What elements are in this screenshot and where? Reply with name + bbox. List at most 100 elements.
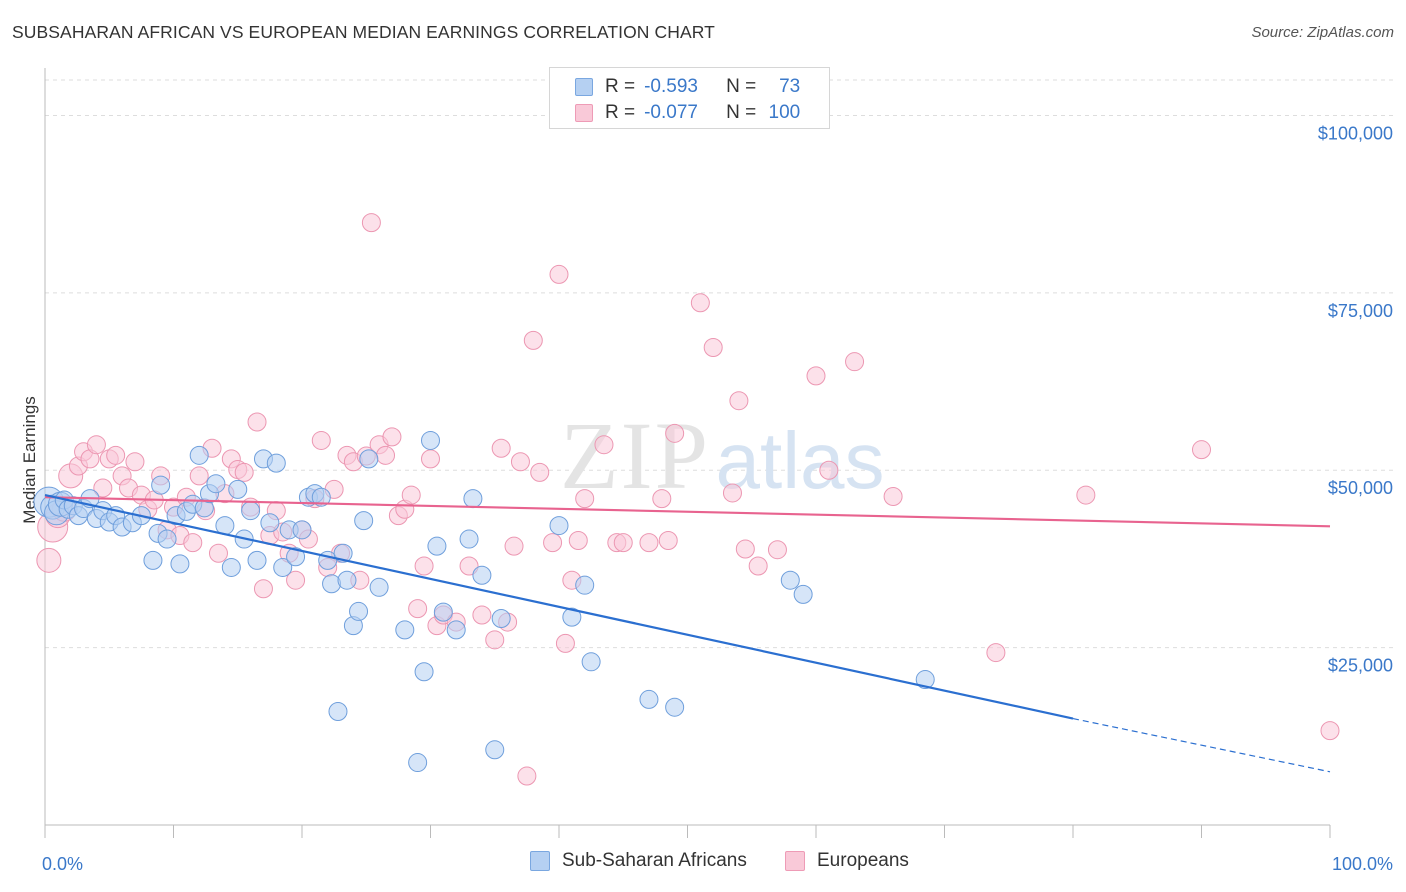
y-tick-label: $100,000: [1318, 123, 1393, 143]
data-point-sub-saharan: [549, 516, 569, 536]
data-point-europeans: [1320, 721, 1340, 741]
data-point-sub-saharan: [333, 543, 353, 563]
data-point-sub-saharan: [433, 602, 453, 622]
data-point-sub-saharan: [369, 577, 389, 597]
gridlines: [45, 79, 1393, 649]
data-point-europeans: [36, 547, 62, 573]
data-point-europeans: [639, 533, 659, 553]
data-point-europeans: [819, 460, 839, 480]
data-point-europeans: [722, 483, 742, 503]
data-point-sub-saharan: [286, 547, 306, 567]
data-point-europeans: [523, 330, 543, 350]
data-point-europeans: [986, 643, 1006, 663]
legend-n-value: 73: [779, 76, 801, 97]
data-point-europeans: [183, 533, 203, 553]
data-point-europeans: [652, 489, 672, 509]
y-tick-label: $25,000: [1328, 656, 1393, 676]
data-point-europeans: [125, 452, 145, 472]
data-point-sub-saharan: [485, 740, 505, 760]
source-label: Source: ZipAtlas.com: [1251, 24, 1394, 41]
data-point-sub-saharan: [463, 489, 483, 509]
legend-row-europeans: R = -0.077 N = 100: [550, 100, 800, 126]
data-point-sub-saharan: [247, 550, 267, 570]
data-point-europeans: [247, 412, 267, 432]
data-point-europeans: [690, 293, 710, 313]
data-point-europeans: [703, 337, 723, 357]
data-point-europeans: [748, 556, 768, 576]
legend-swatch-blue: [530, 851, 550, 871]
data-point-europeans: [382, 427, 402, 447]
legend-r-value: -0.593: [644, 76, 698, 97]
chart-title: SUBSAHARAN AFRICAN VS EUROPEAN MEDIAN EA…: [12, 22, 715, 42]
watermark: ZIP atlas: [560, 402, 884, 509]
data-point-sub-saharan: [780, 570, 800, 590]
data-point-sub-saharan: [322, 574, 342, 594]
data-point-europeans: [311, 430, 331, 450]
data-point-sub-saharan: [575, 575, 595, 595]
data-point-europeans: [530, 462, 550, 482]
legend-n-value: 100: [768, 102, 801, 123]
data-point-europeans: [485, 630, 505, 650]
data-point-europeans: [517, 766, 537, 786]
data-point-europeans: [286, 570, 306, 590]
data-point-europeans: [189, 466, 209, 486]
data-point-sub-saharan: [395, 620, 415, 640]
legend-swatch-pink: [785, 851, 805, 871]
correlation-legend: R = -0.593 N = 73 R = -0.077 N = 100: [549, 67, 830, 129]
data-point-europeans: [408, 599, 428, 619]
data-point-europeans: [806, 366, 826, 386]
legend-item-europeans[interactable]: Europeans: [785, 850, 909, 872]
data-point-sub-saharan: [427, 536, 447, 556]
data-point-sub-saharan: [915, 670, 935, 690]
data-point-sub-saharan: [337, 570, 357, 590]
trend-lines: [44, 493, 1331, 773]
data-point-europeans: [234, 462, 254, 482]
data-point-europeans: [401, 485, 421, 505]
data-point-europeans: [613, 533, 633, 553]
legend-item-sub-saharan[interactable]: Sub-Saharan Africans: [530, 850, 747, 872]
data-point-sub-saharan: [151, 475, 171, 495]
data-point-sub-saharan: [221, 557, 241, 577]
data-point-sub-saharan: [359, 449, 379, 469]
data-point-europeans: [555, 633, 575, 653]
data-point-sub-saharan: [491, 609, 511, 629]
data-point-europeans: [86, 435, 106, 455]
data-point-europeans: [549, 264, 569, 284]
data-point-sub-saharan: [581, 652, 601, 672]
data-point-sub-saharan: [414, 662, 434, 682]
data-point-europeans: [510, 452, 530, 472]
data-point-europeans: [543, 533, 563, 553]
trend-line-sub-saharan: [44, 493, 1074, 720]
data-point-europeans: [376, 445, 396, 465]
data-point-sub-saharan: [421, 430, 440, 450]
data-point-sub-saharan: [143, 550, 163, 570]
data-point-sub-saharan: [328, 701, 348, 721]
data-point-sub-saharan: [408, 753, 428, 773]
data-point-europeans: [361, 213, 381, 233]
data-point-sub-saharan: [793, 584, 813, 604]
y-tick-labels: $25,000 $50,000 $75,000 $100,000: [1318, 123, 1393, 675]
data-point-europeans: [735, 539, 755, 559]
data-point-europeans: [504, 536, 524, 556]
data-point-europeans: [883, 486, 903, 506]
legend-r-label: R =: [605, 76, 636, 97]
data-point-sub-saharan: [292, 520, 312, 540]
data-point-europeans: [767, 540, 787, 560]
data-point-sub-saharan: [446, 620, 466, 640]
data-point-europeans: [665, 423, 685, 443]
data-point-europeans: [845, 352, 865, 372]
legend-n-label: N =: [726, 102, 757, 123]
data-point-sub-saharan: [562, 607, 582, 627]
data-point-europeans: [93, 478, 113, 498]
data-point-sub-saharan: [459, 529, 479, 549]
data-point-europeans: [575, 489, 595, 509]
axes: [44, 68, 1331, 838]
data-point-sub-saharan: [639, 689, 659, 709]
data-point-sub-saharan: [354, 511, 374, 531]
data-point-europeans: [421, 449, 440, 469]
legend-label: Sub-Saharan Africans: [562, 850, 747, 871]
legend-r-value: -0.077: [644, 102, 698, 123]
x-tick-label: 100.0%: [1332, 854, 1393, 874]
data-point-sub-saharan: [472, 565, 492, 585]
